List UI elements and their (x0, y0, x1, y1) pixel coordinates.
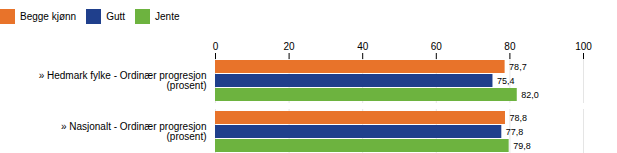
html-text:Jente: Jente (155, 11, 180, 22)
svg-text:40: 40 (357, 41, 369, 52)
svg-text:79,8: 79,8 (513, 141, 531, 151)
svg-text:82,0: 82,0 (521, 90, 539, 100)
svg-text:78,7: 78,7 (509, 62, 527, 72)
svg-text:100: 100 (575, 41, 592, 52)
svg-text:» Nasjonalt - Ordinær progresj: » Nasjonalt - Ordinær progresjon(prosent… (61, 121, 207, 142)
html-text:Gutt: Gutt (106, 11, 126, 22)
svg-text:0: 0 (213, 41, 219, 52)
svg-text:78,8: 78,8 (509, 113, 527, 123)
html-text:Begge kjønn: Begge kjønn (20, 11, 77, 22)
svg-text:60: 60 (431, 41, 443, 52)
svg-text:20: 20 (284, 41, 296, 52)
svg-text:80: 80 (504, 41, 516, 52)
svg-text:75,4: 75,4 (497, 76, 515, 86)
svg-text:77,8: 77,8 (506, 127, 524, 137)
svg-text:» Hedmark fylke - Ordinær prog: » Hedmark fylke - Ordinær progresjon(pro… (39, 70, 207, 91)
